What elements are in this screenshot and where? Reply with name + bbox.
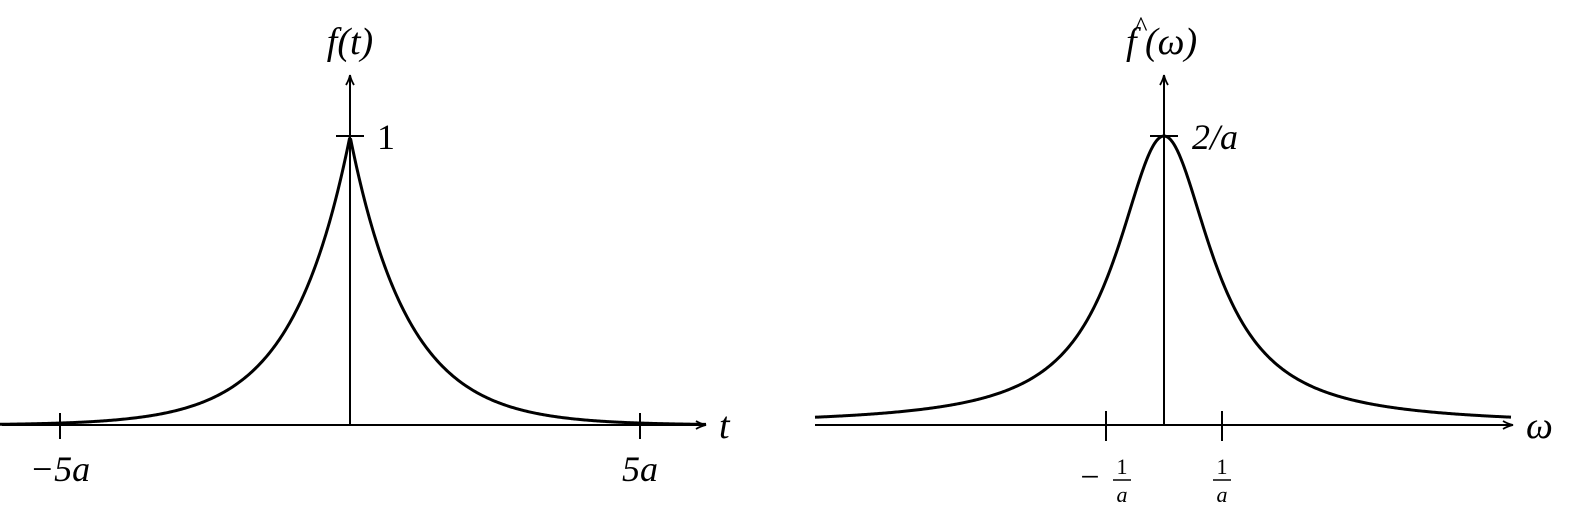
- x-tick-label-pos-denominator: a: [1217, 482, 1228, 507]
- x-tick-label-neg-sign: −: [1080, 459, 1099, 496]
- y-axis-label: f ^ (ω): [1126, 12, 1197, 63]
- y-axis-label-hat: ^: [1134, 12, 1147, 43]
- x-tick-label-neg: − 1 a: [1080, 454, 1131, 507]
- y-tick-label: 1: [377, 117, 395, 157]
- y-axis-label-arg: (ω): [1145, 21, 1197, 63]
- chart-f-hat-omega: f ^ (ω) ω 2/a − 1 a 1 a: [814, 12, 1553, 507]
- series-line-f-hat: [814, 134, 1512, 419]
- x-tick-label-neg: −5a: [30, 449, 90, 489]
- x-tick-label-pos-numerator: 1: [1217, 454, 1228, 479]
- tick-marks: [59, 135, 641, 439]
- x-axis-label: t: [719, 405, 731, 447]
- series-line-f: [0, 137, 707, 426]
- y-axis-label: f(t): [327, 21, 373, 63]
- y-tick-label: 2/a: [1192, 117, 1238, 157]
- x-tick-label-neg-denominator: a: [1117, 482, 1128, 507]
- x-tick-label-neg-numerator: 1: [1117, 454, 1128, 479]
- x-tick-label-pos: 1 a: [1213, 454, 1231, 507]
- x-axis-label: ω: [1526, 405, 1553, 447]
- chart-f-t: f(t) t 1 −5a 5a: [0, 21, 731, 489]
- x-tick-label-pos: 5a: [622, 449, 658, 489]
